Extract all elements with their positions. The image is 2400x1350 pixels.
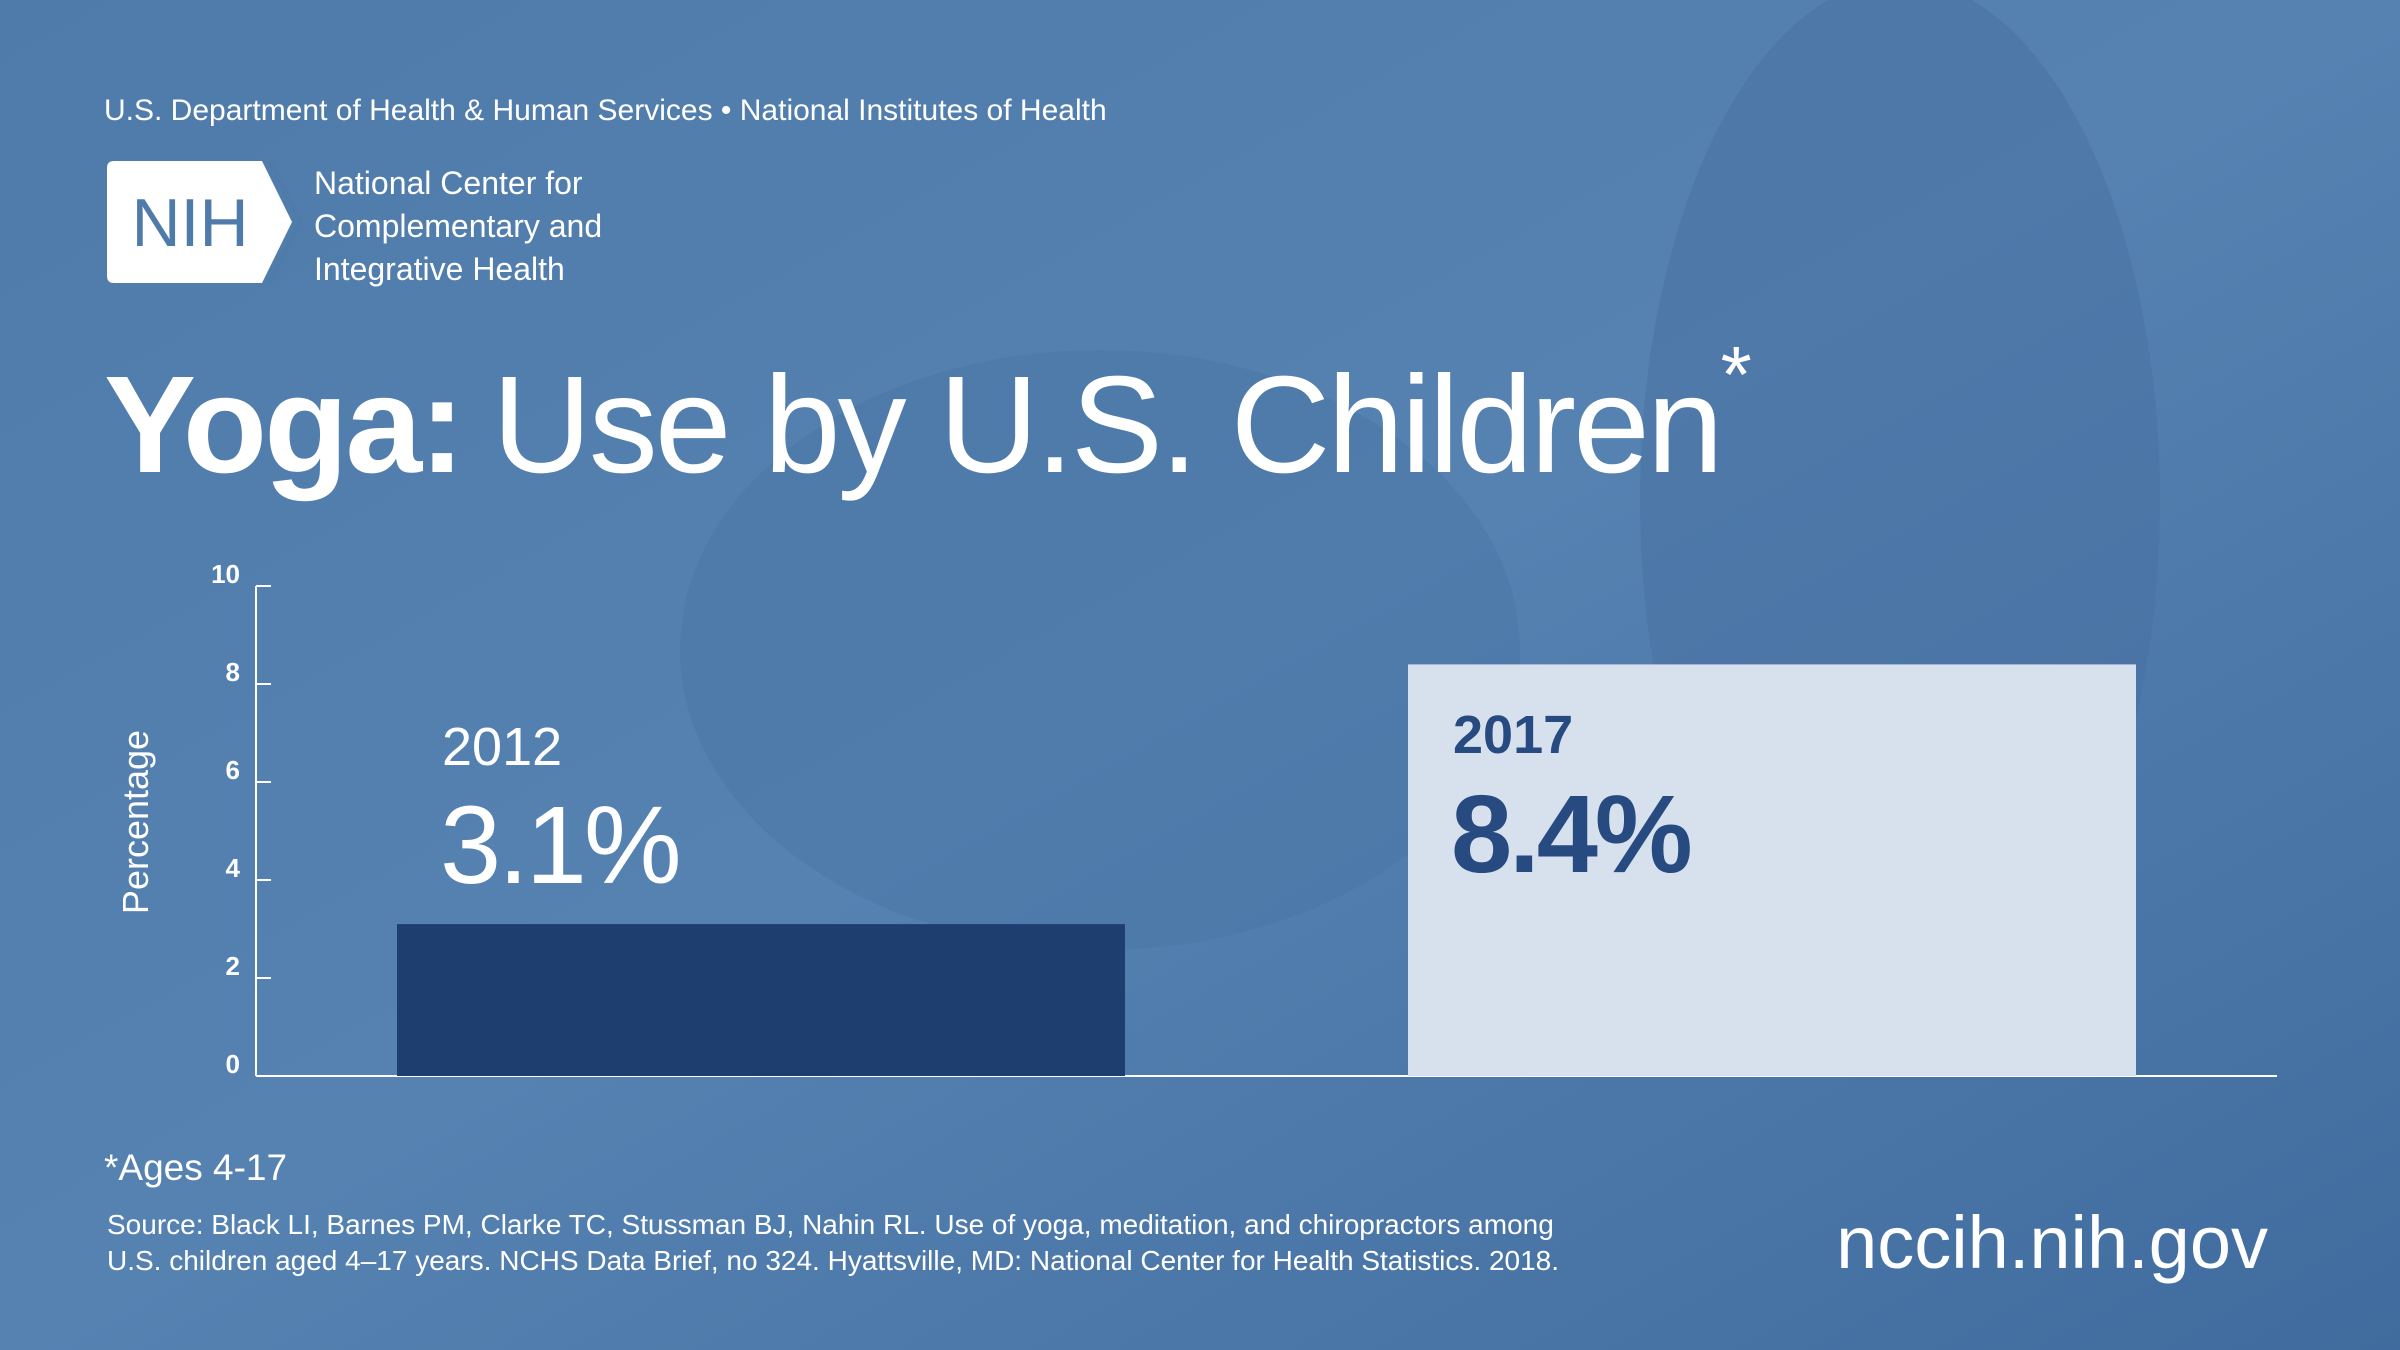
source: Source: Black LI, Barnes PM, Clarke TC, … (107, 1209, 1554, 1240)
url: nccih.nih.gov (1836, 1201, 2268, 1284)
photo-shade (680, 350, 1520, 950)
logo-line: Complementary and (314, 208, 602, 244)
logo-chevron (267, 159, 304, 285)
source: U.S. children aged 4–17 years. NCHS Data… (107, 1245, 1559, 1276)
title-mark: * (1721, 330, 1751, 419)
title-bold: Yoga: (104, 348, 462, 502)
y-tick-label: 10 (211, 559, 240, 589)
footnote: *Ages 4-17 (104, 1147, 287, 1188)
y-tick-label: 4 (226, 853, 241, 883)
y-tick-label: 0 (226, 1049, 240, 1079)
bar (1408, 664, 2136, 1076)
value-label: 8.4% (1451, 773, 1690, 896)
logo-line: Integrative Health (314, 251, 565, 287)
bar (397, 924, 1125, 1076)
value-label: 3.1% (440, 784, 679, 907)
y-tick-label: 2 (226, 951, 240, 981)
title-main: Use by U.S. Children (492, 348, 1721, 502)
logo: NIH National Center for Complementary an… (107, 159, 602, 287)
logo-mark: NIH (131, 185, 248, 261)
header: U.S. Department of Health & Human Servic… (104, 94, 1107, 127)
logo-line: National Center for (314, 165, 583, 201)
y-tick-label: 6 (226, 755, 240, 785)
y-axis-label: Percentage (115, 730, 156, 914)
logo-badge (107, 161, 292, 283)
category-label: 2017 (1453, 705, 1573, 765)
chart-title: Yoga: Use by U.S. Children* (104, 330, 1751, 502)
category-label: 2012 (442, 717, 562, 777)
y-tick-label: 8 (226, 657, 240, 687)
